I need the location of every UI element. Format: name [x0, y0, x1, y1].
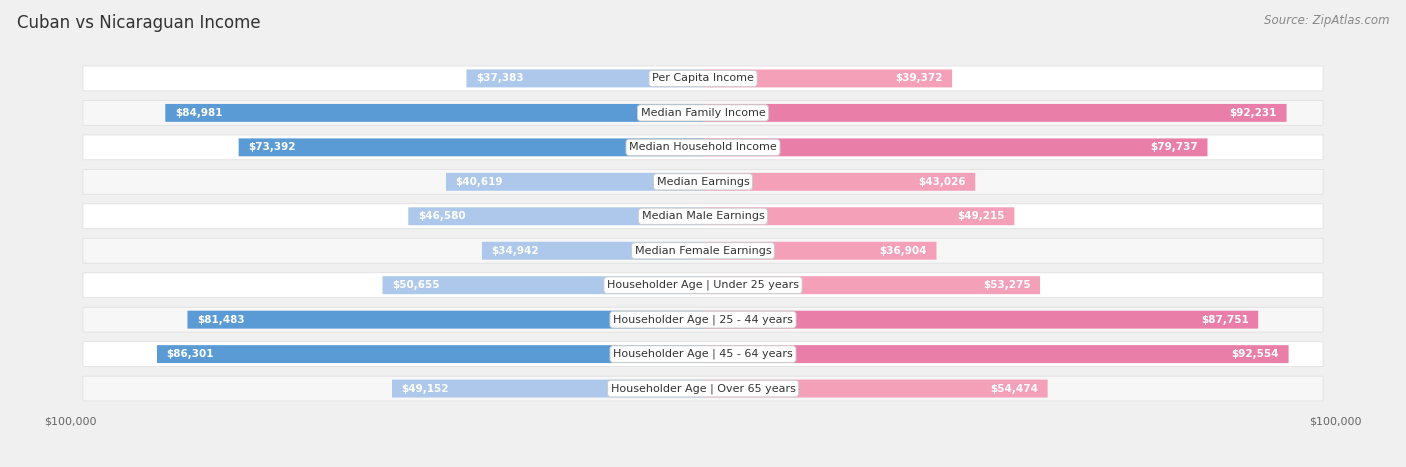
- Text: Householder Age | 25 - 44 years: Householder Age | 25 - 44 years: [613, 314, 793, 325]
- FancyBboxPatch shape: [703, 276, 1040, 294]
- FancyBboxPatch shape: [157, 345, 703, 363]
- FancyBboxPatch shape: [83, 204, 1323, 229]
- FancyBboxPatch shape: [703, 104, 1286, 122]
- FancyBboxPatch shape: [703, 345, 1288, 363]
- FancyBboxPatch shape: [392, 380, 703, 397]
- FancyBboxPatch shape: [166, 104, 703, 122]
- Text: $73,392: $73,392: [247, 142, 295, 152]
- FancyBboxPatch shape: [703, 70, 952, 87]
- Text: Householder Age | Under 25 years: Householder Age | Under 25 years: [607, 280, 799, 290]
- Text: Median Family Income: Median Family Income: [641, 108, 765, 118]
- FancyBboxPatch shape: [446, 173, 703, 191]
- Text: $50,655: $50,655: [392, 280, 440, 290]
- Text: $81,483: $81,483: [197, 315, 245, 325]
- FancyBboxPatch shape: [382, 276, 703, 294]
- Text: $86,301: $86,301: [166, 349, 214, 359]
- FancyBboxPatch shape: [83, 238, 1323, 263]
- Text: $49,215: $49,215: [957, 211, 1005, 221]
- FancyBboxPatch shape: [703, 207, 1014, 225]
- Text: Median Household Income: Median Household Income: [628, 142, 778, 152]
- FancyBboxPatch shape: [703, 173, 976, 191]
- FancyBboxPatch shape: [83, 66, 1323, 91]
- FancyBboxPatch shape: [83, 135, 1323, 160]
- FancyBboxPatch shape: [703, 138, 1208, 156]
- FancyBboxPatch shape: [187, 311, 703, 329]
- FancyBboxPatch shape: [83, 342, 1323, 367]
- FancyBboxPatch shape: [703, 311, 1258, 329]
- Text: $92,231: $92,231: [1230, 108, 1277, 118]
- Text: $49,152: $49,152: [402, 383, 449, 394]
- Text: Householder Age | 45 - 64 years: Householder Age | 45 - 64 years: [613, 349, 793, 359]
- FancyBboxPatch shape: [703, 242, 936, 260]
- Text: $37,383: $37,383: [477, 73, 523, 84]
- Text: Source: ZipAtlas.com: Source: ZipAtlas.com: [1264, 14, 1389, 27]
- FancyBboxPatch shape: [83, 100, 1323, 125]
- Text: $40,619: $40,619: [456, 177, 503, 187]
- Text: $87,751: $87,751: [1201, 315, 1249, 325]
- FancyBboxPatch shape: [703, 380, 1047, 397]
- Text: Median Female Earnings: Median Female Earnings: [634, 246, 772, 256]
- Text: Median Earnings: Median Earnings: [657, 177, 749, 187]
- Text: $54,474: $54,474: [990, 383, 1038, 394]
- FancyBboxPatch shape: [467, 70, 703, 87]
- Text: Cuban vs Nicaraguan Income: Cuban vs Nicaraguan Income: [17, 14, 260, 32]
- Text: $92,554: $92,554: [1232, 349, 1279, 359]
- Text: Per Capita Income: Per Capita Income: [652, 73, 754, 84]
- FancyBboxPatch shape: [83, 170, 1323, 194]
- Text: $36,904: $36,904: [880, 246, 927, 256]
- FancyBboxPatch shape: [239, 138, 703, 156]
- Text: $84,981: $84,981: [174, 108, 222, 118]
- FancyBboxPatch shape: [83, 376, 1323, 401]
- FancyBboxPatch shape: [83, 307, 1323, 332]
- Text: $34,942: $34,942: [492, 246, 538, 256]
- Text: $39,372: $39,372: [896, 73, 942, 84]
- FancyBboxPatch shape: [482, 242, 703, 260]
- FancyBboxPatch shape: [408, 207, 703, 225]
- Text: $46,580: $46,580: [418, 211, 465, 221]
- Text: $79,737: $79,737: [1150, 142, 1198, 152]
- Text: Median Male Earnings: Median Male Earnings: [641, 211, 765, 221]
- Text: $53,275: $53,275: [983, 280, 1031, 290]
- FancyBboxPatch shape: [83, 273, 1323, 297]
- Text: $43,026: $43,026: [918, 177, 966, 187]
- Text: Householder Age | Over 65 years: Householder Age | Over 65 years: [610, 383, 796, 394]
